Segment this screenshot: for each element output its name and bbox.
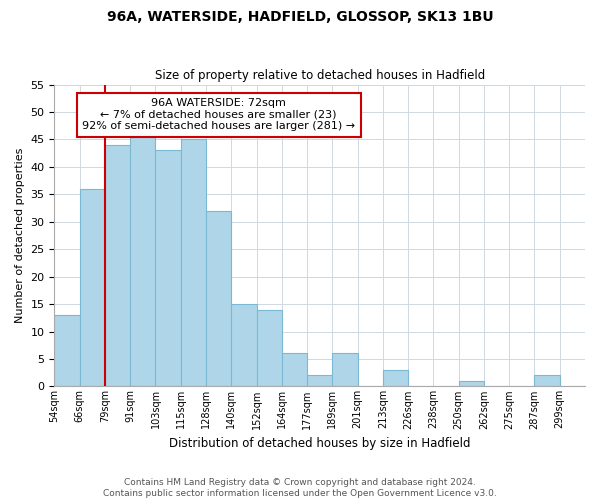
Bar — [383, 370, 408, 386]
X-axis label: Distribution of detached houses by size in Hadfield: Distribution of detached houses by size … — [169, 437, 470, 450]
Text: Contains HM Land Registry data © Crown copyright and database right 2024.
Contai: Contains HM Land Registry data © Crown c… — [103, 478, 497, 498]
Bar — [458, 381, 484, 386]
Bar — [257, 310, 282, 386]
Bar — [332, 354, 358, 386]
Text: 96A WATERSIDE: 72sqm
← 7% of detached houses are smaller (23)
92% of semi-detach: 96A WATERSIDE: 72sqm ← 7% of detached ho… — [82, 98, 355, 132]
Y-axis label: Number of detached properties: Number of detached properties — [15, 148, 25, 323]
Bar — [80, 189, 105, 386]
Bar — [206, 211, 231, 386]
Title: Size of property relative to detached houses in Hadfield: Size of property relative to detached ho… — [155, 69, 485, 82]
Bar — [307, 376, 332, 386]
Bar — [535, 376, 560, 386]
Bar — [231, 304, 257, 386]
Bar — [130, 134, 155, 386]
Bar — [181, 140, 206, 386]
Text: 96A, WATERSIDE, HADFIELD, GLOSSOP, SK13 1BU: 96A, WATERSIDE, HADFIELD, GLOSSOP, SK13 … — [107, 10, 493, 24]
Bar — [55, 315, 80, 386]
Bar — [105, 145, 130, 386]
Bar — [155, 150, 181, 386]
Bar — [282, 354, 307, 386]
